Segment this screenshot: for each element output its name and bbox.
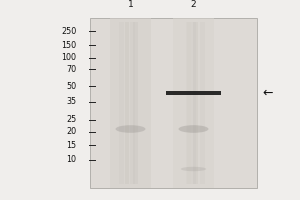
Text: 10: 10 bbox=[67, 156, 76, 164]
Bar bbox=[119, 22, 124, 184]
Bar bbox=[200, 22, 205, 184]
Bar bbox=[187, 22, 191, 184]
Text: 2: 2 bbox=[191, 0, 196, 9]
Bar bbox=[124, 22, 129, 184]
Text: 25: 25 bbox=[66, 116, 76, 124]
Text: 70: 70 bbox=[66, 64, 76, 73]
Bar bbox=[166, 91, 221, 95]
Text: 1: 1 bbox=[128, 0, 134, 9]
Text: 100: 100 bbox=[61, 53, 76, 62]
Bar bbox=[90, 18, 256, 188]
Text: 50: 50 bbox=[66, 82, 76, 90]
Bar bbox=[191, 22, 196, 184]
Bar bbox=[186, 22, 191, 184]
Ellipse shape bbox=[116, 125, 146, 133]
Text: 20: 20 bbox=[66, 128, 76, 136]
Bar bbox=[133, 22, 138, 184]
Text: 250: 250 bbox=[61, 26, 76, 36]
Bar bbox=[193, 22, 198, 184]
Bar bbox=[124, 22, 129, 184]
Text: ←: ← bbox=[262, 86, 273, 99]
Bar bbox=[134, 22, 138, 184]
Bar bbox=[173, 18, 214, 188]
Text: 150: 150 bbox=[61, 40, 76, 49]
Bar bbox=[110, 18, 151, 188]
Bar bbox=[130, 22, 135, 184]
Ellipse shape bbox=[178, 125, 208, 133]
Text: 35: 35 bbox=[66, 98, 76, 106]
Text: 15: 15 bbox=[66, 140, 76, 149]
Bar bbox=[193, 22, 198, 184]
Ellipse shape bbox=[181, 167, 206, 171]
